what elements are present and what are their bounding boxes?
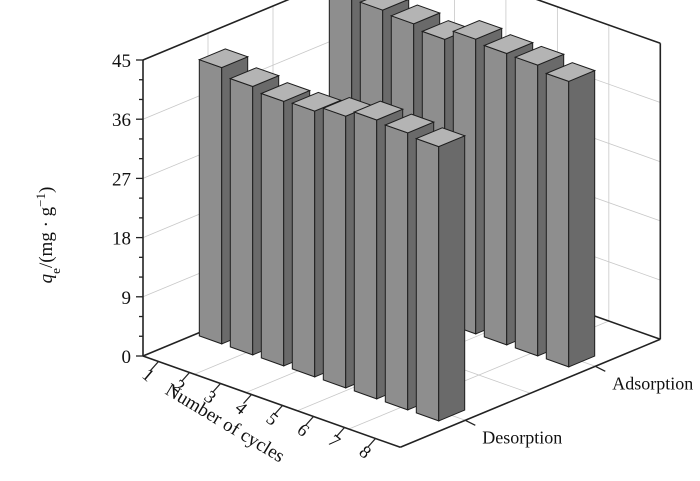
y-tick-label: 9 xyxy=(122,288,132,309)
x-tick xyxy=(181,372,190,382)
bar-side xyxy=(438,135,466,422)
x-tick-label: 6 xyxy=(293,419,313,440)
x-tick-label: 5 xyxy=(262,408,282,429)
x-tick-label: 7 xyxy=(324,430,344,451)
x-tick xyxy=(274,405,283,415)
x-tick xyxy=(305,416,314,426)
x-tick-label: 1 xyxy=(138,364,158,385)
y-axis-sub: e xyxy=(48,268,63,274)
bar-top xyxy=(482,34,535,55)
x-tick-label: 4 xyxy=(231,397,251,418)
bar-face xyxy=(514,56,539,357)
bar-top xyxy=(197,48,250,69)
x-tick xyxy=(367,438,376,448)
y-axis-title: qe/(mg · g−1) xyxy=(33,187,63,284)
frame-edge xyxy=(399,338,661,449)
z-tick-label: Adsorption xyxy=(612,373,693,393)
bar-face xyxy=(483,44,508,346)
bar-face xyxy=(322,107,347,389)
bar-top xyxy=(513,45,566,66)
bar-top xyxy=(389,4,442,25)
bar-face xyxy=(291,102,316,378)
bar-face xyxy=(229,77,254,356)
z-tick xyxy=(595,365,606,372)
bar-top xyxy=(228,67,281,88)
y-tick-label: 18 xyxy=(112,229,131,250)
bar-desorption-cycle-8 xyxy=(414,127,467,422)
x-tick-label: 8 xyxy=(355,441,375,462)
bar-top xyxy=(451,19,504,40)
x-tick xyxy=(243,394,252,404)
bar-top xyxy=(358,0,409,11)
bar-face xyxy=(545,72,570,368)
y-tick-label: 0 xyxy=(122,347,132,368)
x-tick xyxy=(212,383,221,393)
bar-top xyxy=(544,62,597,82)
bar-top xyxy=(414,127,467,148)
y-axis-close: ) xyxy=(36,187,57,193)
bar-top xyxy=(290,91,343,112)
z-tick-label: Desorption xyxy=(482,427,562,447)
bar-side xyxy=(568,69,596,368)
bar-top xyxy=(383,113,436,134)
x-tick xyxy=(336,427,345,437)
y-tick-label: 36 xyxy=(112,110,131,131)
frame-edge xyxy=(535,0,661,45)
bar-group xyxy=(197,0,597,422)
bar-face xyxy=(198,58,223,345)
y-axis-unit: /(mg · g xyxy=(36,206,57,268)
bar-face xyxy=(415,137,440,422)
y-axis-var: q xyxy=(36,273,57,283)
z-tick xyxy=(465,419,476,426)
frame-edge xyxy=(142,355,401,449)
y-tick-label: 45 xyxy=(112,51,131,72)
bar-face xyxy=(353,111,378,400)
bar-top xyxy=(352,100,405,121)
bar-adsorption-cycle-8 xyxy=(544,62,597,368)
x-tick xyxy=(150,361,159,371)
bar-top xyxy=(259,82,312,102)
bar-face xyxy=(260,92,285,367)
bar-face xyxy=(384,124,409,411)
y-axis-sup: −1 xyxy=(33,193,48,207)
frame-edge xyxy=(142,0,290,61)
y-tick-label: 27 xyxy=(112,169,131,190)
